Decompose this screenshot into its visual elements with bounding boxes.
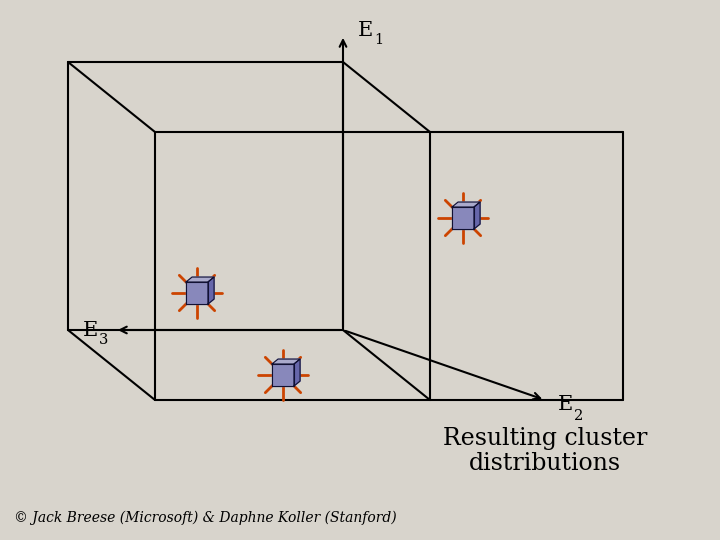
Polygon shape [294, 359, 300, 386]
Polygon shape [272, 359, 300, 364]
Polygon shape [452, 202, 480, 207]
Polygon shape [452, 207, 474, 229]
Polygon shape [208, 277, 214, 304]
Text: 3: 3 [99, 334, 108, 348]
Text: © Jack Breese (Microsoft) & Daphne Koller (Stanford): © Jack Breese (Microsoft) & Daphne Kolle… [14, 511, 396, 525]
Polygon shape [272, 364, 294, 386]
Polygon shape [186, 282, 208, 304]
Text: 2: 2 [574, 408, 583, 422]
Polygon shape [474, 202, 480, 229]
Text: Resulting cluster: Resulting cluster [443, 427, 647, 449]
Text: 1: 1 [374, 33, 383, 48]
Polygon shape [186, 277, 214, 282]
Text: E: E [357, 21, 373, 39]
Text: E: E [557, 395, 572, 415]
Text: distributions: distributions [469, 453, 621, 476]
Text: E: E [82, 321, 98, 340]
